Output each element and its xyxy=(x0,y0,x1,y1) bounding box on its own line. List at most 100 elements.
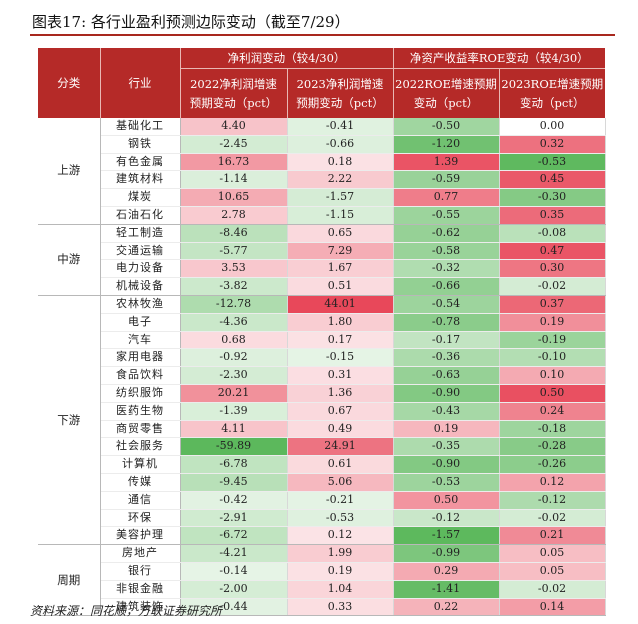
value-cell: -1.41 xyxy=(393,580,500,599)
value-cell: 0.17 xyxy=(287,331,394,350)
table-row: 社会服务 -59.89 24.91 -0.35 -0.28 xyxy=(38,437,606,457)
table-row: 环保 -2.91 -0.53 -0.12 -0.02 xyxy=(38,509,606,528)
table-row: 商贸零售 4.11 0.49 0.19 -0.18 xyxy=(38,420,606,439)
group-label: 上游 xyxy=(38,118,101,225)
value-cell: 3.53 xyxy=(180,259,288,279)
value-cell: -9.45 xyxy=(180,473,288,492)
value-cell: -5.77 xyxy=(180,242,288,261)
industry-cell: 环保 xyxy=(100,509,181,528)
value-cell: 20.21 xyxy=(180,384,288,403)
value-cell: 0.12 xyxy=(287,526,394,546)
forecast-table: 分类 行业 净利润变动（较4/30） 净资产收益率ROE变动（较4/30） 20… xyxy=(38,48,606,617)
header-subcol: 2022净利润增速 预期变动（pct） xyxy=(179,68,287,118)
industry-cell: 建筑材料 xyxy=(100,170,181,190)
value-cell: -0.66 xyxy=(287,135,394,154)
header-subcol-line2: 预期变动（pct） xyxy=(296,95,384,110)
value-cell: -0.54 xyxy=(393,295,500,314)
value-cell: -0.43 xyxy=(393,402,500,421)
table-row: 计算机 -6.78 0.61 -0.90 -0.26 xyxy=(38,455,606,474)
value-cell: -0.44 xyxy=(180,598,288,617)
value-cell: 0.77 xyxy=(393,188,500,207)
value-cell: 0.35 xyxy=(499,206,606,225)
value-cell: -0.78 xyxy=(393,313,500,332)
table-row: 电力设备 3.53 1.67 -0.32 0.30 xyxy=(38,259,606,279)
industry-cell: 银行 xyxy=(100,562,181,581)
value-cell: 0.12 xyxy=(499,473,606,492)
value-cell: -0.92 xyxy=(180,348,288,368)
value-cell: 0.30 xyxy=(499,259,606,279)
industry-cell: 煤炭 xyxy=(100,188,181,207)
value-cell: 0.50 xyxy=(393,491,500,510)
header-industry: 行业 xyxy=(99,48,180,118)
value-cell: 4.40 xyxy=(180,118,288,136)
value-cell: -3.82 xyxy=(180,277,288,296)
value-cell: 0.65 xyxy=(287,224,394,243)
value-cell: 0.10 xyxy=(499,366,606,385)
table-row: 汽车 0.68 0.17 -0.17 -0.19 xyxy=(38,331,606,350)
value-cell: 0.24 xyxy=(499,402,606,421)
value-cell: -0.36 xyxy=(393,348,500,368)
header-subcol: 2023净利润增速 预期变动（pct） xyxy=(286,68,394,118)
value-cell: -0.62 xyxy=(393,224,500,243)
value-cell: -0.66 xyxy=(393,277,500,296)
value-cell: -0.12 xyxy=(499,491,606,510)
table-row: 银行 -0.14 0.19 0.29 0.05 xyxy=(38,562,606,581)
table-row: 石油石化 2.78 -1.15 -0.55 0.35 xyxy=(38,206,606,225)
value-cell: -0.18 xyxy=(499,420,606,439)
value-cell: 7.29 xyxy=(287,242,394,261)
value-cell: -0.99 xyxy=(393,544,500,563)
header-subcol-line1: 2023净利润增速 xyxy=(296,76,384,91)
table-row: 周期 房地产 -4.21 1.99 -0.99 0.05 xyxy=(38,544,606,617)
industry-cell: 商贸零售 xyxy=(100,420,181,439)
value-cell: -0.42 xyxy=(180,491,288,510)
value-cell: -0.15 xyxy=(287,348,394,368)
value-cell: 0.45 xyxy=(499,170,606,190)
value-cell: -0.30 xyxy=(499,188,606,207)
value-cell: -0.17 xyxy=(393,331,500,350)
value-cell: -0.02 xyxy=(499,277,606,296)
table-row: 中游 轻工制造 -8.46 0.65 -0.62 -0.08 xyxy=(38,224,606,296)
value-cell: 0.49 xyxy=(287,420,394,439)
title-bar: 图表17: 各行业盈利预测边际变动（截至7/29） xyxy=(30,8,615,36)
table-row: 煤炭 10.65 -1.57 0.77 -0.30 xyxy=(38,188,606,207)
table-row: 电子 -4.36 1.80 -0.78 0.19 xyxy=(38,313,606,332)
value-cell: 0.19 xyxy=(287,562,394,581)
header-subcol-line1: 2022净利润增速 xyxy=(190,76,277,91)
industry-cell: 电子 xyxy=(100,313,181,332)
value-cell: 44.01 xyxy=(287,295,394,314)
table-row: 下游 农林牧渔 -12.78 44.01 -0.54 0.37 xyxy=(38,295,606,546)
value-cell: -0.26 xyxy=(499,455,606,474)
value-cell: 2.78 xyxy=(180,206,288,225)
group-label: 周期 xyxy=(38,544,101,617)
value-cell: 0.51 xyxy=(287,277,394,296)
industry-cell: 轻工制造 xyxy=(100,224,181,243)
value-cell: -0.10 xyxy=(499,348,606,368)
value-cell: -2.30 xyxy=(180,366,288,385)
value-cell: 0.68 xyxy=(180,331,288,350)
value-cell: 1.36 xyxy=(287,384,394,403)
value-cell: 10.65 xyxy=(180,188,288,207)
industry-cell: 房地产 xyxy=(100,544,181,563)
value-cell: 0.29 xyxy=(393,562,500,581)
value-cell: 1.80 xyxy=(287,313,394,332)
industry-cell: 社会服务 xyxy=(100,437,181,457)
value-cell: 0.61 xyxy=(287,455,394,474)
table-row: 医药生物 -1.39 0.67 -0.43 0.24 xyxy=(38,402,606,421)
industry-cell: 美容护理 xyxy=(100,526,181,546)
value-cell: -59.89 xyxy=(180,437,288,457)
table-row: 美容护理 -6.72 0.12 -1.57 0.21 xyxy=(38,526,606,546)
table-row: 通信 -0.42 -0.21 0.50 -0.12 xyxy=(38,491,606,510)
value-cell: -0.53 xyxy=(393,473,500,492)
value-cell: -0.53 xyxy=(287,509,394,528)
value-cell: -2.45 xyxy=(180,135,288,154)
industry-cell: 计算机 xyxy=(100,455,181,474)
value-cell: -1.39 xyxy=(180,402,288,421)
value-cell: -1.15 xyxy=(287,206,394,225)
value-cell: 0.05 xyxy=(499,562,606,581)
value-cell: 1.39 xyxy=(393,153,500,172)
table-row: 食品饮料 -2.30 0.31 -0.63 0.10 xyxy=(38,366,606,385)
industry-cell: 非银金融 xyxy=(100,580,181,599)
header-subcol-line2: 变动（pct） xyxy=(413,95,479,110)
value-cell: 0.33 xyxy=(287,598,394,617)
value-cell: -0.12 xyxy=(393,509,500,528)
